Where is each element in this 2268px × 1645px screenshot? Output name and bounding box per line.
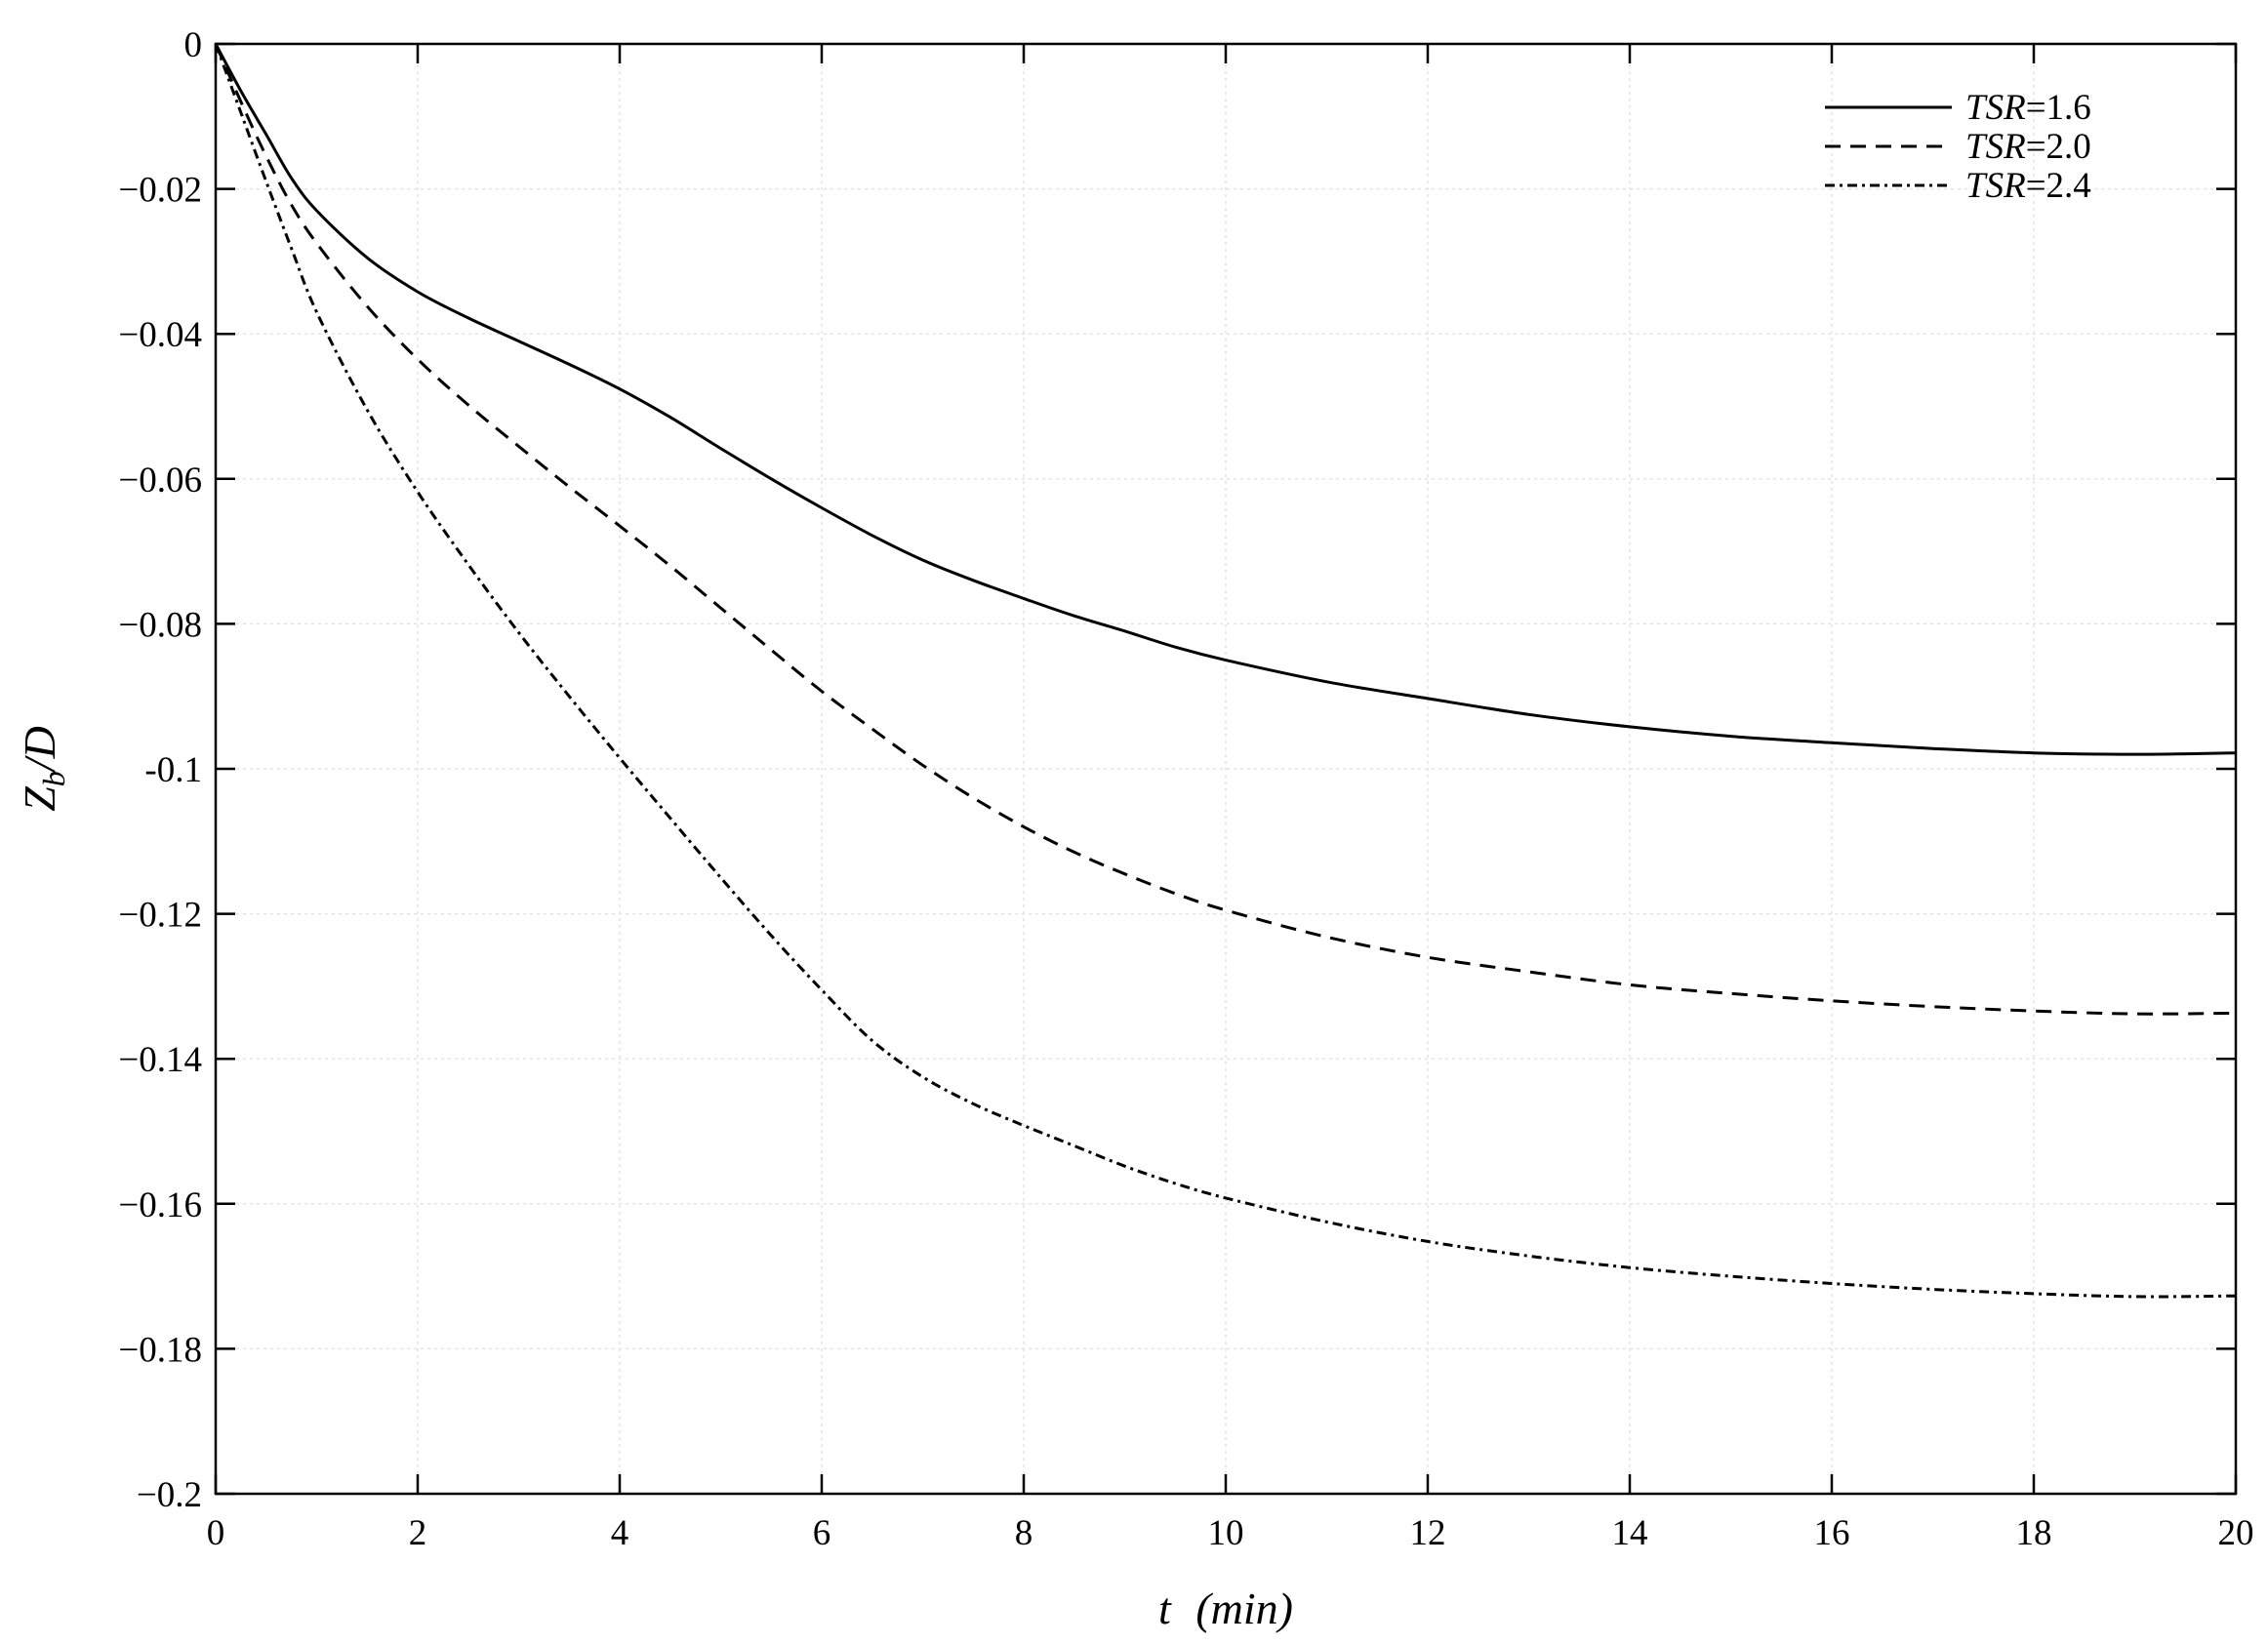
legend-label-var: TSR <box>1965 127 2026 167</box>
series-line-3 <box>214 43 2237 1299</box>
y-tick-label: −0.18 <box>118 1330 202 1370</box>
x-axis-label: t (min) <box>1158 1584 1293 1633</box>
y-tick-label: −0.2 <box>137 1475 202 1515</box>
legend-label-value: =1.6 <box>2026 88 2091 128</box>
legend-label-value: =2.4 <box>2026 166 2091 206</box>
legend-label-1: TSR=1.6 <box>1965 88 2091 128</box>
y-tick-label: −0.16 <box>118 1185 202 1225</box>
x-tick-label: 20 <box>2218 1513 2254 1553</box>
y-tick-label: -0.1 <box>144 750 202 790</box>
y-tick-labels: 0 −0.02 −0.04 −0.06 −0.08 -0.1 −0.12 −0.14 −0.16… <box>118 25 202 1515</box>
x-tick-label: 2 <box>409 1513 427 1553</box>
y-axis-label-rest: /D <box>15 726 64 774</box>
y-axis-label-sub: b <box>36 771 71 786</box>
y-tick-label: −0.06 <box>118 461 202 501</box>
ticks <box>214 42 2238 1496</box>
x-tick-label: 18 <box>2016 1513 2052 1553</box>
y-tick-label: −0.02 <box>118 171 202 211</box>
x-tick-label: 6 <box>813 1513 831 1553</box>
grid <box>216 44 2236 1494</box>
x-tick-label: 4 <box>611 1513 629 1553</box>
y-axis-label-var: Z <box>15 786 64 812</box>
legend-label-value: =2.0 <box>2026 127 2091 167</box>
y-tick-label: −0.08 <box>118 605 202 645</box>
y-tick-label: 0 <box>184 25 203 65</box>
legend-label-var: TSR <box>1965 88 2026 128</box>
legend-label-2: TSR=2.0 <box>1965 127 2091 167</box>
series-line-1 <box>214 43 2237 756</box>
series-group <box>214 43 2237 1299</box>
y-tick-label: −0.14 <box>118 1040 202 1080</box>
legend-label-var: TSR <box>1965 166 2026 206</box>
y-axis-label: Zb/D <box>15 726 71 812</box>
x-axis-label-var: t <box>1158 1584 1172 1633</box>
series-line-2 <box>214 43 2237 1016</box>
x-tick-labels: 0 2 4 6 8 10 12 14 16 18 20 <box>207 1513 2254 1553</box>
legend-label-3: TSR=2.4 <box>1965 166 2091 206</box>
x-tick-label: 10 <box>1208 1513 1244 1553</box>
y-tick-label: −0.12 <box>118 896 202 936</box>
x-tick-label: 16 <box>1814 1513 1850 1553</box>
x-tick-label: 0 <box>207 1513 225 1553</box>
x-tick-label: 8 <box>1015 1513 1033 1553</box>
x-tick-label: 14 <box>1612 1513 1648 1553</box>
x-tick-label: 12 <box>1410 1513 1446 1553</box>
y-tick-label: −0.04 <box>118 315 202 355</box>
x-axis-label-unit: (min) <box>1195 1584 1293 1633</box>
